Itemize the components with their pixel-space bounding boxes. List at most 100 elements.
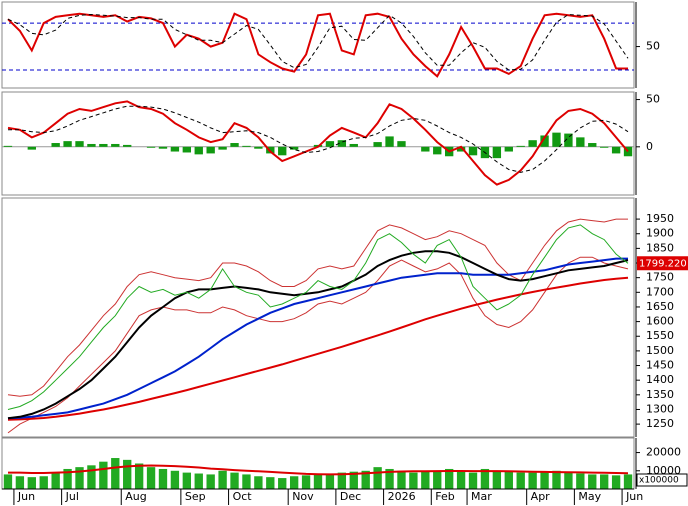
bar [206,146,215,154]
bar [576,137,585,147]
unit-box [636,473,688,487]
bar [564,472,573,489]
bar [337,472,347,489]
series-line [7,13,629,71]
y-tick-label: 50 [646,40,660,53]
bar [15,476,25,489]
bar [397,470,406,489]
bar [504,146,513,152]
bar [242,474,251,489]
bar [278,146,287,156]
bar [444,468,454,489]
bar [325,473,335,489]
bar [3,474,13,489]
bar [480,468,490,489]
y-tick-label: 1500 [646,344,674,357]
bar [588,474,597,489]
bar [600,474,609,489]
bar [230,472,239,489]
x-tick-label: Oct [233,490,253,503]
bar [540,471,549,489]
bar [87,143,96,147]
y-tick-label: 1550 [646,329,674,342]
unit-label: x100000 [639,476,679,486]
bar [182,472,192,489]
bar [492,470,502,489]
bar [75,467,84,489]
bar [301,475,311,489]
x-tick-label: Aug [125,490,146,503]
bar [456,470,466,489]
x-tick-label: Mar [471,490,492,503]
bar [146,467,156,489]
bar [409,472,418,489]
panel-frame [1,197,635,438]
bar [349,471,358,489]
bar [254,476,263,489]
panel-frame [1,1,635,89]
y-tick-label: 1900 [646,227,674,240]
bar [385,468,394,489]
y-tick-label: 1700 [646,285,674,298]
y-tick-label: 1650 [646,300,674,313]
x-tick-label: Feb [435,490,454,503]
bar [373,142,382,147]
bar [516,145,525,147]
bar [75,141,84,147]
y-tick-label: 1750 [646,271,674,284]
bar [123,459,132,489]
bar [552,132,561,147]
bar [242,145,251,147]
series-line [7,257,628,420]
bar [528,472,537,489]
bar [146,146,156,148]
bar [123,144,132,147]
x-tick-label: Nov [292,490,314,503]
bar [456,146,466,152]
bar [623,146,633,157]
y-tick-label: 0 [646,140,653,153]
y-tick-label: 1850 [646,241,674,254]
x-tick-label: Sep [185,490,206,503]
last-price-box [637,256,688,271]
last-price-label: 1799.220 [639,258,687,269]
bar [468,472,478,489]
bar [552,470,561,489]
bar [99,461,108,489]
bar [51,143,60,147]
bar [564,133,573,147]
bar [63,141,72,147]
series-line [8,105,629,173]
bar [361,470,370,489]
bar [576,473,585,489]
bar [349,143,358,147]
bar [111,458,120,489]
bar [611,475,621,489]
bar [254,146,263,149]
bar [588,143,597,147]
bar [623,474,633,489]
x-tick-label: Apr [531,490,551,503]
series-line [7,218,628,397]
bar [313,474,323,489]
bar [266,477,275,489]
x-tick-label: 2026 [388,490,416,503]
bar [158,146,168,149]
bar [492,146,502,159]
bar [421,471,430,489]
bar [27,477,36,489]
bar [194,146,203,155]
bar [540,135,549,147]
y-tick-label: 1250 [646,417,674,430]
bar [278,478,287,489]
y-tick-label: 1450 [646,359,674,372]
x-tick-label: Jun [17,490,35,503]
series-line [7,276,629,421]
y-tick-label: 1300 [646,402,674,415]
bar [194,473,203,489]
bar [611,146,621,154]
bar [170,146,180,152]
x-tick-label: Dec [340,490,361,503]
y-tick-label: 1400 [646,373,674,386]
